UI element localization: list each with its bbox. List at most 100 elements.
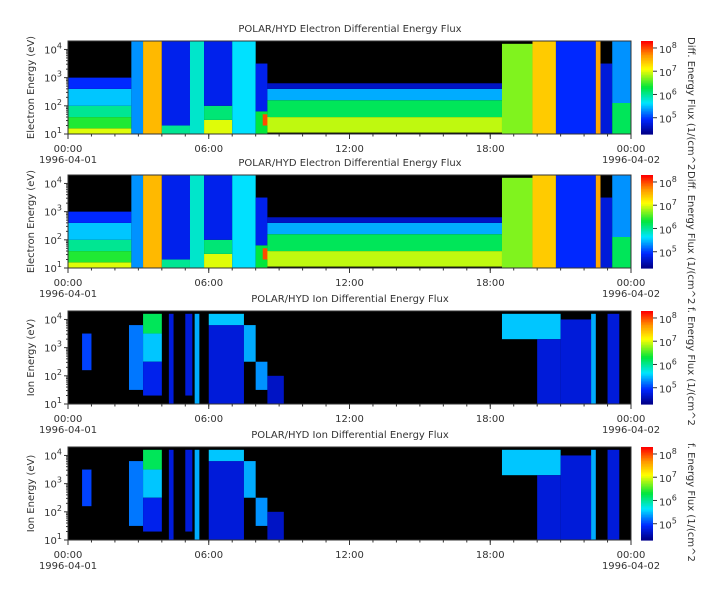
- heatmap-cell: [168, 313, 174, 404]
- colorbar-segment: [641, 342, 653, 345]
- colorbar-segment: [641, 215, 653, 218]
- colorbar-segment: [641, 198, 653, 201]
- y-axis-label: Electron Energy (eV): [26, 170, 37, 273]
- colorbar-segment: [641, 210, 653, 213]
- colorbar-segment: [641, 343, 653, 346]
- heatmap-cell: [143, 469, 162, 498]
- x-tick-label: 00:00: [617, 414, 646, 425]
- y-tick-exponent: 3: [57, 340, 62, 349]
- colorbar-segment: [641, 524, 653, 527]
- colorbar-segment: [641, 331, 653, 334]
- heatmap-cell: [143, 313, 162, 334]
- colorbar-segment: [641, 394, 653, 397]
- y-tick-label: 103: [44, 70, 62, 85]
- colorbar-tick-exponent: 8: [672, 41, 677, 50]
- colorbar-segment: [641, 95, 653, 98]
- heatmap-cell: [243, 325, 256, 362]
- colorbar-segment: [641, 536, 653, 540]
- colorbar-tick-exponent: 7: [672, 198, 677, 207]
- heatmap-cell: [208, 449, 244, 462]
- heatmap-cell: [68, 128, 132, 134]
- heatmap-cell: [185, 449, 193, 532]
- heatmap-cell: [204, 239, 233, 254]
- colorbar-segment: [641, 195, 653, 198]
- x-tick-label: 00:00: [617, 550, 646, 561]
- colorbar-segment: [641, 488, 653, 491]
- y-tick-label: 103: [44, 204, 62, 219]
- colorbar-segment: [641, 92, 653, 95]
- colorbar-segment: [641, 448, 653, 451]
- colorbar-segment: [641, 98, 653, 101]
- colorbar-segment: [641, 328, 653, 331]
- heatmap-cell: [128, 325, 144, 390]
- heatmap-cell: [595, 175, 601, 268]
- colorbar-segment: [641, 390, 653, 393]
- colorbar-segment: [641, 249, 653, 252]
- y-tick-label: 101: [44, 260, 62, 275]
- colorbar-segment: [641, 113, 653, 116]
- colorbar-segment: [641, 188, 653, 192]
- colorbar-segment: [641, 232, 653, 235]
- colorbar-segment: [641, 399, 653, 402]
- x-date-label: 1996-04-01: [39, 289, 97, 300]
- heatmap-cell: [68, 262, 132, 268]
- colorbar-segment: [641, 386, 653, 390]
- y-tick-label: 104: [44, 311, 62, 326]
- x-tick-label: 18:00: [476, 144, 505, 155]
- colorbar-segment: [641, 321, 653, 324]
- heatmap-cell: [68, 211, 132, 223]
- heatmap-cell: [267, 83, 502, 89]
- colorbar-segment: [641, 312, 653, 315]
- heatmap-cell: [255, 497, 268, 526]
- y-tick-exponent: 2: [57, 232, 62, 241]
- colorbar-segment: [641, 56, 653, 59]
- heatmap-cell: [128, 461, 144, 526]
- heatmap-cell: [68, 88, 132, 106]
- colorbar-segment: [641, 345, 653, 348]
- colorbar-segment: [641, 96, 653, 99]
- heatmap-cell: [255, 111, 268, 134]
- y-tick-exponent: 1: [57, 260, 62, 269]
- colorbar-segment: [641, 366, 653, 369]
- x-tick-label: 12:00: [335, 550, 364, 561]
- colorbar-segment: [641, 462, 653, 465]
- colorbar-tick-exponent: 6: [672, 493, 677, 502]
- heatmap-cell: [208, 461, 244, 540]
- colorbar-tick-exponent: 5: [672, 245, 677, 254]
- colorbar-segment: [641, 252, 653, 255]
- colorbar-segment: [641, 363, 653, 366]
- colorbar-segment: [641, 521, 653, 524]
- colorbar-segment: [641, 332, 653, 335]
- colorbar-segment: [641, 402, 653, 405]
- heatmap-cell: [595, 41, 601, 134]
- heatmap-cell: [143, 175, 162, 268]
- colorbar-segment: [641, 238, 653, 241]
- colorbar-segment: [641, 206, 653, 209]
- colorbar-segment: [641, 68, 653, 72]
- colorbar-segment: [641, 106, 653, 109]
- colorbar-segment: [641, 493, 653, 496]
- colorbar-segment: [641, 346, 653, 349]
- colorbar-segment: [641, 474, 653, 478]
- colorbar-segment: [641, 179, 653, 182]
- colorbar-segment: [641, 76, 653, 79]
- colorbar-segment: [641, 460, 653, 464]
- y-tick-exponent: 4: [57, 447, 62, 456]
- colorbar-tick-exponent: 5: [672, 517, 677, 526]
- colorbar-segment: [641, 250, 653, 254]
- colorbar-tick-label: 107: [659, 334, 677, 349]
- colorbar-segment: [641, 382, 653, 385]
- colorbar-segment: [641, 335, 653, 338]
- colorbar-segment: [641, 118, 653, 121]
- colorbar-segment: [641, 181, 653, 184]
- colorbar-segment: [641, 75, 653, 78]
- x-tick-label: 18:00: [476, 414, 505, 425]
- colorbar-segment: [641, 196, 653, 199]
- colorbar-segment: [641, 123, 653, 126]
- colorbar-segment: [641, 464, 653, 467]
- colorbar-segment: [641, 264, 653, 268]
- heatmap-cell: [262, 248, 270, 260]
- x-tick-label: 00:00: [54, 278, 83, 289]
- x-date-label: 1996-04-01: [39, 155, 97, 166]
- colorbar-segment: [641, 326, 653, 329]
